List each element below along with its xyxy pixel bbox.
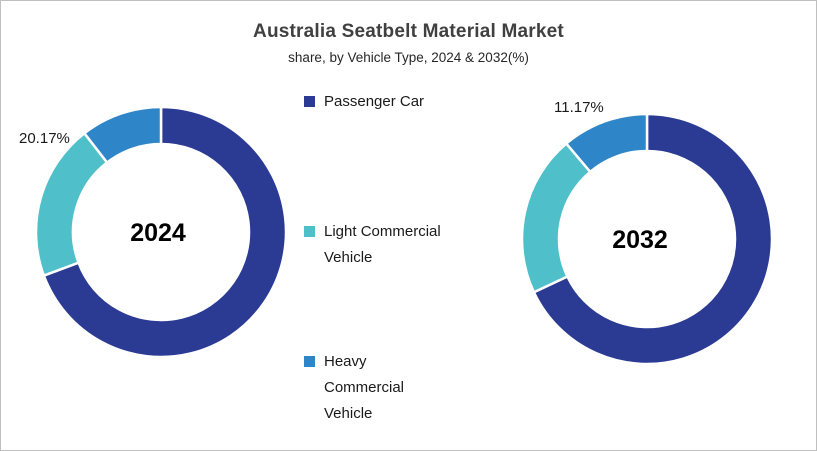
- legend-item-light-commercial-vehicle: Light Commercial Vehicle: [304, 219, 441, 271]
- data-label-2024-light-commercial-vehicle: 20.17%: [19, 130, 70, 147]
- segment-2024-light-commercial-vehicle: [34, 131, 109, 278]
- legend-item-passenger-car: Passenger Car: [304, 89, 424, 115]
- donut-chart-2024: 2024: [34, 105, 288, 359]
- segment-2032-passenger-car: [532, 112, 774, 366]
- segment-2024-passenger-car: [42, 105, 288, 359]
- legend-marker-passenger-car: [304, 96, 315, 107]
- legend-label-heavy-commercial-vehicle: Heavy Commercial Vehicle: [324, 353, 405, 422]
- chart-title: Australia Seatbelt Material Market: [253, 21, 564, 42]
- segment-2024-heavy-commercial-vehicle: [82, 105, 163, 165]
- segment-2032-heavy-commercial-vehicle: [564, 112, 649, 174]
- legend-marker-light-commercial-vehicle: [304, 226, 315, 237]
- chart-subtitle: share, by Vehicle Type, 2024 & 2032(%): [288, 50, 529, 65]
- legend-item-heavy-commercial-vehicle: Heavy Commercial Vehicle: [304, 349, 404, 427]
- legend-label-light-commercial-vehicle: Light Commercial Vehicle: [324, 223, 441, 266]
- donut-chart-2032: 2032: [520, 112, 774, 366]
- legend-marker-heavy-commercial-vehicle: [304, 356, 315, 367]
- donut-center-year-2032: 2032: [612, 226, 668, 254]
- segment-2032-light-commercial-vehicle: [520, 141, 592, 294]
- donut-center-year-2024: 2024: [130, 219, 186, 247]
- data-label-2032-heavy-commercial-vehicle: 11.17%: [554, 99, 604, 116]
- legend-label-passenger-car: Passenger Car: [324, 93, 425, 110]
